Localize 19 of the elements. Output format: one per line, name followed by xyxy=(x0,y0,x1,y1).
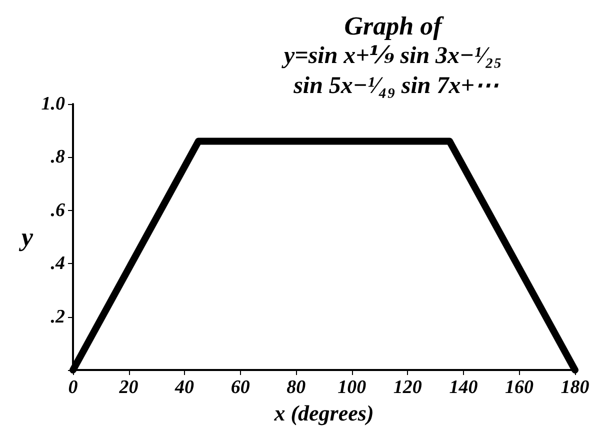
chart-title: Graph of xyxy=(344,12,444,40)
x-tick-label: 100 xyxy=(338,377,367,398)
y-tick-label: .8 xyxy=(50,146,66,168)
y-tick-label: .6 xyxy=(50,200,66,221)
chart-subtitle: y=sin x+⅑ sin 3x−¹⁄₂₅ sin 5x−¹⁄₄₉ sin 7x+⋯ xyxy=(280,43,502,99)
x-tick-label: 60 xyxy=(230,377,250,398)
x-tick-label: 160 xyxy=(504,377,534,398)
x-tick-label: 0 xyxy=(68,377,78,398)
x-tick-label: 80 xyxy=(286,377,306,398)
y-tick-label: .4 xyxy=(50,253,65,274)
x-tick-label: 40 xyxy=(174,377,195,398)
y-tick-label: 1.0 xyxy=(41,94,66,114)
x-tick-label: 140 xyxy=(449,377,478,398)
x-axis-title: x (degrees) xyxy=(273,400,374,426)
x-tick-label: 180 xyxy=(560,377,590,398)
y-axis-title: y xyxy=(18,222,34,252)
y-tick-label: .2 xyxy=(50,306,66,328)
x-tick-label: 20 xyxy=(118,377,139,398)
x-tick-label: 120 xyxy=(393,377,422,398)
